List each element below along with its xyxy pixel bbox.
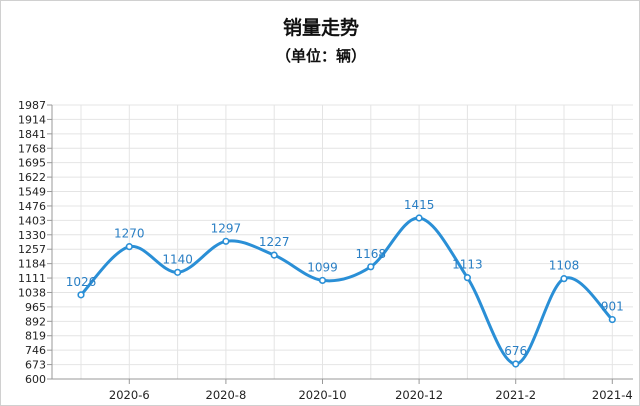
y-tick-label: 746 [25, 344, 46, 357]
y-tick-label: 1768 [18, 142, 46, 155]
data-points [77, 214, 616, 368]
axes [47, 104, 633, 384]
grid [52, 104, 633, 380]
y-tick-label: 1622 [18, 171, 46, 184]
y-tick-label: 1695 [18, 157, 46, 170]
data-point [270, 251, 278, 259]
y-tick-label: 965 [25, 301, 46, 314]
x-axis-ticks: 2020-6 2020-8 2020-10 2020-12 2021-2 2021-4 [109, 388, 633, 402]
data-point [512, 360, 520, 368]
y-tick-label: 1476 [18, 200, 46, 213]
data-label: 1026 [66, 275, 97, 289]
data-point [318, 276, 327, 285]
data-label: 1415 [404, 198, 435, 212]
y-tick-label: 1987 [18, 99, 46, 112]
series-line [79, 216, 614, 366]
data-point [608, 315, 616, 324]
y-tick-label: 1403 [18, 214, 46, 227]
data-point [77, 291, 85, 299]
data-label: 1140 [162, 252, 193, 266]
chart-subtitle: （单位：辆） [275, 47, 366, 65]
y-tick-label: 673 [25, 359, 46, 372]
x-tick-label: 2020-8 [206, 388, 247, 402]
y-tick-label: 1038 [18, 286, 46, 299]
data-point [463, 274, 472, 282]
y-tick-label: 600 [25, 373, 46, 386]
x-tick-label: 2020-6 [109, 388, 150, 402]
data-label: 676 [504, 344, 527, 358]
data-label: 1108 [549, 259, 580, 273]
y-tick-label: 1549 [18, 186, 46, 199]
data-point [415, 214, 423, 222]
y-tick-label: 1257 [18, 243, 46, 256]
x-tick-label: 2020-12 [395, 388, 443, 402]
data-label: 1270 [114, 227, 145, 241]
chart-title: 销量走势 [282, 17, 359, 39]
series [79, 216, 614, 366]
y-tick-label: 892 [25, 315, 46, 328]
data-point [560, 275, 568, 283]
data-label: 1227 [259, 235, 290, 249]
x-tick-label: 2020-10 [298, 388, 346, 402]
data-label: 1099 [307, 260, 338, 274]
data-label: 1113 [452, 258, 483, 272]
y-tick-label: 1330 [18, 229, 46, 242]
data-point [125, 243, 133, 251]
y-tick-label: 1841 [18, 128, 46, 141]
data-label: 901 [601, 300, 624, 314]
x-tick-label: 2021-4 [592, 388, 633, 402]
data-point [367, 263, 375, 271]
data-label: 1297 [211, 221, 242, 235]
y-tick-label: 1184 [18, 258, 46, 271]
data-labels: 1026 1270 1140 1297 1227 1099 1168 1415 1113 676 1… [66, 198, 624, 358]
data-label: 1168 [356, 247, 387, 261]
data-point [174, 268, 182, 276]
data-point [222, 237, 230, 245]
y-tick-label: 1914 [18, 113, 46, 126]
x-tick-label: 2021-2 [495, 388, 536, 402]
y-tick-label: 1111 [18, 272, 46, 285]
y-tick-label: 819 [25, 330, 46, 343]
